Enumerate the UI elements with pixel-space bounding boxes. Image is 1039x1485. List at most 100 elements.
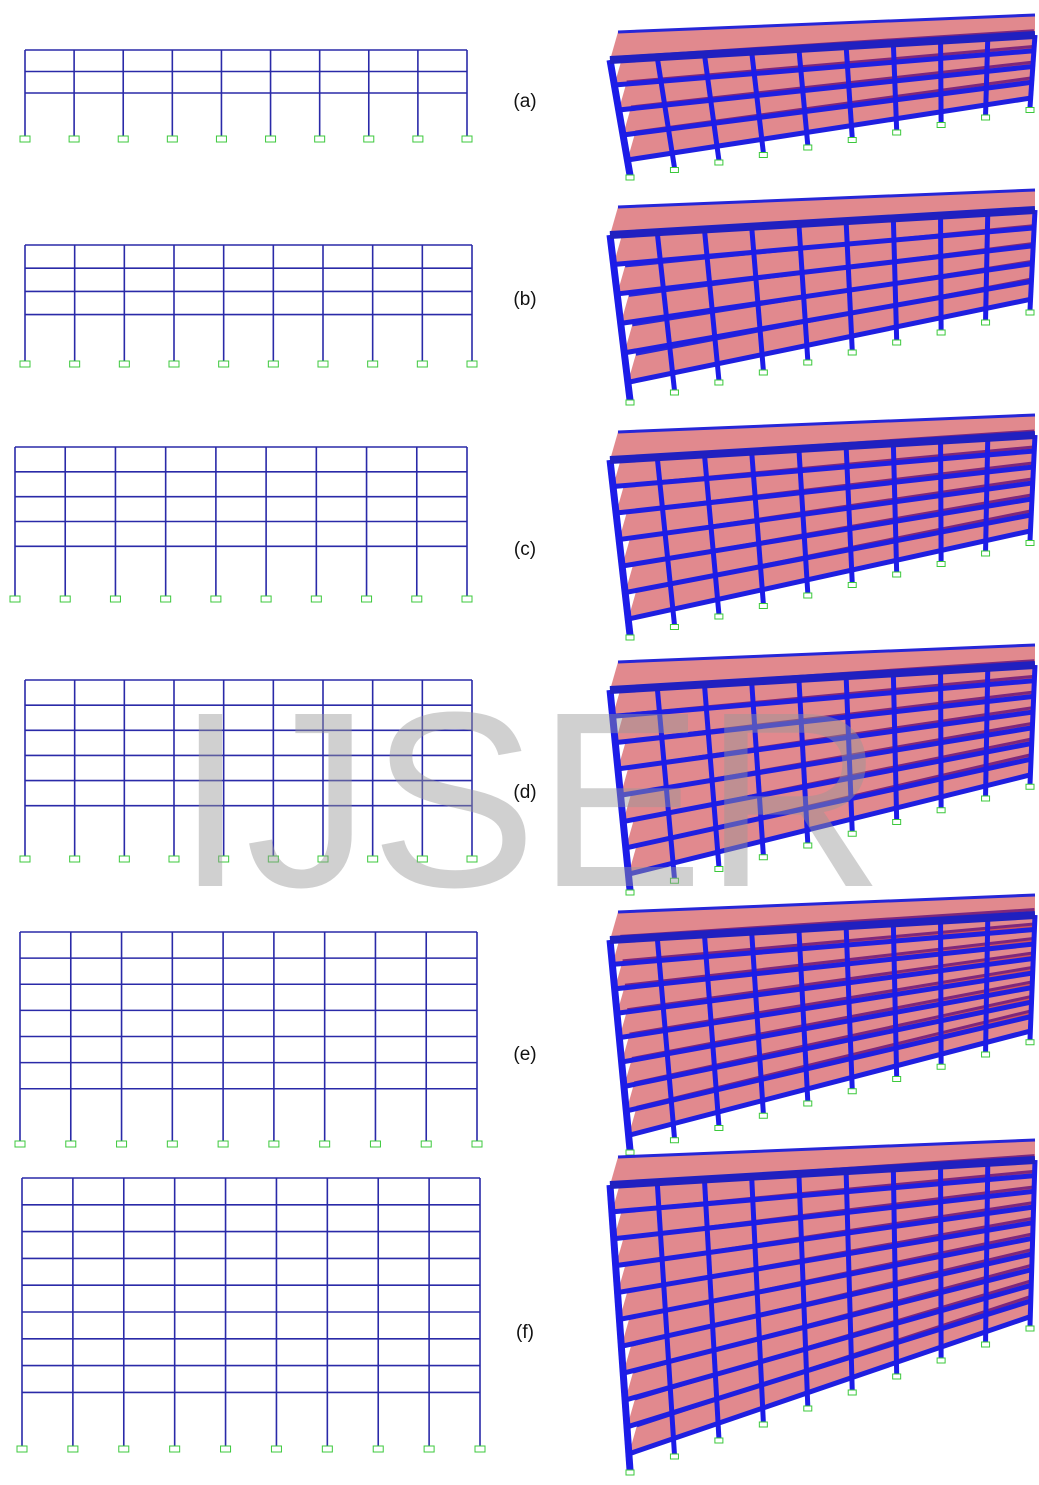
support-3d xyxy=(848,138,856,143)
column-3d xyxy=(941,441,942,562)
support xyxy=(318,361,328,367)
panel-label: (f) xyxy=(516,1322,534,1343)
support-3d xyxy=(1026,784,1034,789)
support-3d xyxy=(1026,310,1034,315)
support xyxy=(70,361,80,367)
support-3d xyxy=(715,614,723,619)
support xyxy=(17,1446,27,1452)
support-3d xyxy=(759,370,767,375)
watermark: IJSER xyxy=(176,660,885,939)
support xyxy=(167,1141,177,1147)
support-3d xyxy=(759,604,767,609)
support-3d xyxy=(893,130,901,135)
support xyxy=(475,1446,485,1452)
support xyxy=(211,596,221,602)
support-3d xyxy=(670,1138,678,1143)
column-3d xyxy=(941,216,942,330)
support xyxy=(462,596,472,602)
column-3d xyxy=(986,213,988,320)
support xyxy=(322,1446,332,1452)
support-3d xyxy=(848,350,856,355)
support-3d xyxy=(982,796,990,801)
figure: (a)(b)(c)(d)(e)(f)IJSER xyxy=(0,0,1039,1485)
panel-label: (b) xyxy=(513,289,536,310)
support xyxy=(320,1141,330,1147)
support xyxy=(368,361,378,367)
support-3d xyxy=(626,400,634,405)
support xyxy=(315,136,325,142)
support xyxy=(271,1446,281,1452)
support-3d xyxy=(937,123,945,128)
support xyxy=(70,856,80,862)
support xyxy=(167,136,177,142)
panel: (a) xyxy=(20,15,1035,180)
support xyxy=(15,1141,25,1147)
column-3d xyxy=(893,43,896,130)
support-3d xyxy=(804,360,812,365)
support-3d xyxy=(670,625,678,630)
support-3d xyxy=(804,593,812,598)
column-3d xyxy=(893,443,896,572)
support-3d xyxy=(1026,541,1034,546)
support-3d xyxy=(982,1052,990,1057)
support xyxy=(216,136,226,142)
support xyxy=(421,1141,431,1147)
column-3d xyxy=(941,671,942,808)
support xyxy=(10,596,20,602)
support-3d xyxy=(759,1422,767,1427)
support-3d xyxy=(759,153,767,158)
support xyxy=(413,136,423,142)
support-3d xyxy=(982,320,990,325)
support xyxy=(119,361,129,367)
support-3d xyxy=(670,1454,678,1459)
support xyxy=(364,136,374,142)
support-3d xyxy=(937,562,945,567)
support xyxy=(472,1141,482,1147)
support-3d xyxy=(848,583,856,588)
support xyxy=(268,361,278,367)
support xyxy=(169,361,179,367)
support xyxy=(170,1446,180,1452)
column-3d xyxy=(893,673,896,819)
support-3d xyxy=(1026,1326,1034,1331)
support-3d xyxy=(715,1438,723,1443)
support xyxy=(269,1141,279,1147)
support-3d xyxy=(893,1374,901,1379)
support xyxy=(66,1141,76,1147)
support-3d xyxy=(982,1342,990,1347)
column-3d xyxy=(986,918,988,1052)
column-3d xyxy=(986,438,988,551)
support-3d xyxy=(626,175,634,180)
support xyxy=(221,1446,231,1452)
panel-label: (e) xyxy=(513,1044,536,1065)
panel: (c) xyxy=(10,415,1035,640)
support-3d xyxy=(937,808,945,813)
support-3d xyxy=(1026,108,1034,113)
support xyxy=(20,361,30,367)
support-3d xyxy=(715,380,723,385)
support-3d xyxy=(848,1089,856,1094)
support-3d xyxy=(937,1064,945,1069)
column-3d xyxy=(893,923,896,1076)
support-3d xyxy=(804,145,812,150)
support-3d xyxy=(759,1113,767,1118)
support-3d xyxy=(893,1077,901,1082)
support xyxy=(373,1446,383,1452)
support-3d xyxy=(715,1126,723,1131)
support xyxy=(60,596,70,602)
support xyxy=(467,361,477,367)
panel-label: (c) xyxy=(514,539,536,560)
support xyxy=(110,596,120,602)
page: (a)(b)(c)(d)(e)(f)IJSER (() => { const d… xyxy=(0,0,1039,1485)
support xyxy=(69,136,79,142)
support xyxy=(20,856,30,862)
column-3d xyxy=(893,218,896,340)
support-3d xyxy=(982,551,990,556)
column-3d xyxy=(986,1163,988,1342)
support-3d xyxy=(1026,1040,1034,1045)
column-3d xyxy=(893,1168,896,1374)
support-3d xyxy=(804,1101,812,1106)
support-3d xyxy=(937,1358,945,1363)
support xyxy=(417,361,427,367)
support xyxy=(311,596,321,602)
